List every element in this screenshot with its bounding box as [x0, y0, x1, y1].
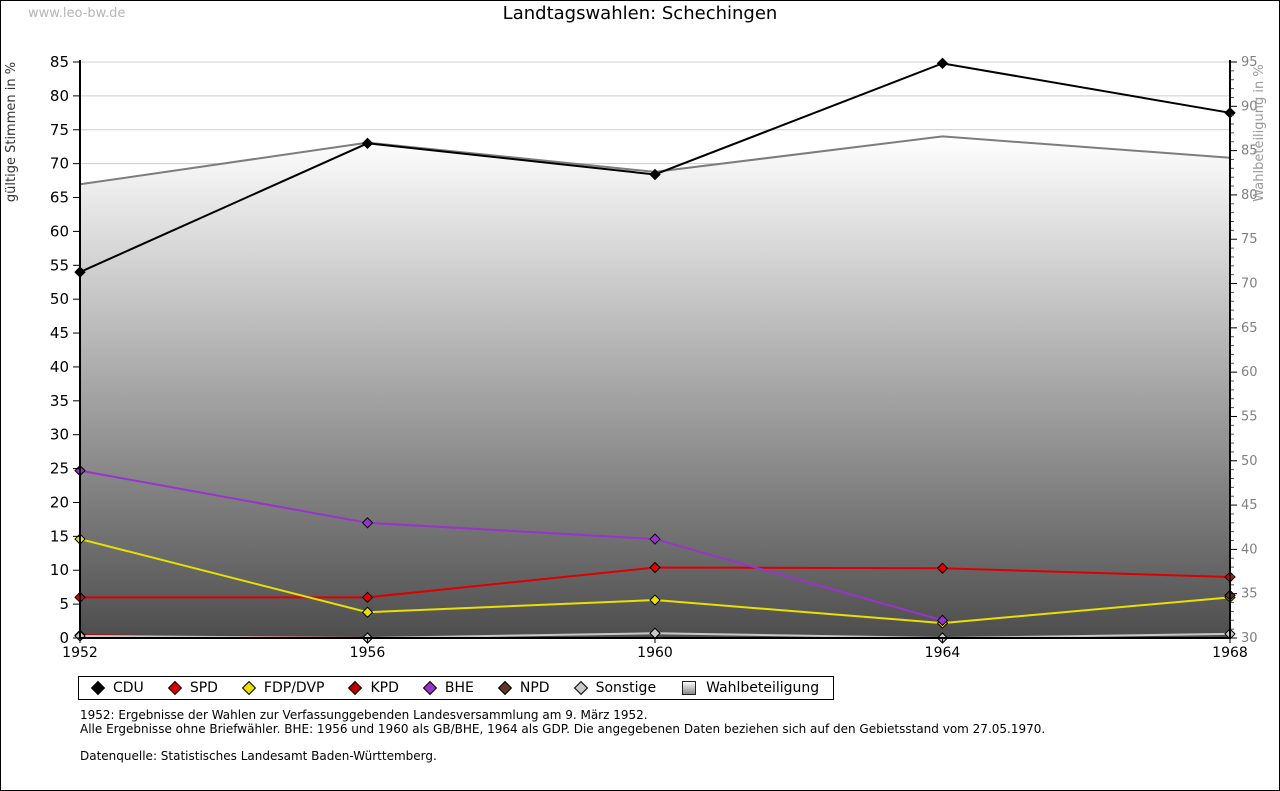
bhe-line — [79, 469, 943, 622]
left-tick-label: 45 — [50, 324, 69, 342]
left-tick-label: 15 — [50, 527, 69, 545]
left-tick-label: 60 — [50, 222, 69, 240]
fdp-dvp-marker-icon — [361, 606, 374, 618]
left-tick-label: 25 — [50, 460, 69, 478]
legend: CDU SPD FDP/DVP KPD BHE NPD Sonstige Wahlbeteil… — [78, 676, 835, 700]
right-tick-label: 95 — [1241, 55, 1258, 70]
left-tick-label: 10 — [50, 561, 69, 579]
x-tick-label: 1960 — [637, 645, 673, 661]
legend-item-fdp-dvp: FDP/DVP — [241, 680, 325, 696]
x-tick-label: 1968 — [1212, 645, 1248, 661]
left-tick-label: 40 — [50, 358, 69, 376]
left-tick-label: 80 — [50, 87, 69, 105]
left-tick-label: 30 — [50, 426, 69, 444]
legend-label-cdu: CDU — [113, 680, 144, 696]
bhe-marker-icon — [936, 614, 949, 627]
footnote-line-2: Alle Ergebnisse ohne Briefwähler. BHE: 1… — [80, 722, 1046, 736]
left-axis-title: gültige Stimmen in % — [4, 62, 19, 202]
axes: 0 5 10 15 20 25 30 35 40 45 50 55 60 65 70 75 80 85 30 35 40… — [50, 53, 1258, 661]
right-tick-label: 40 — [1241, 542, 1258, 557]
right-tick-label: 75 — [1241, 232, 1258, 247]
spd-marker-icon — [361, 591, 374, 604]
right-tick-label: 35 — [1241, 587, 1258, 602]
spd-marker-icon — [167, 680, 182, 696]
left-tick-label: 85 — [50, 53, 69, 71]
right-tick-label: 55 — [1241, 409, 1258, 424]
legend-item-wahlbeteiligung: Wahlbeteiligung — [682, 680, 819, 696]
chart-title: Landtagswahlen: Schechingen — [502, 3, 778, 24]
spd-marker-icon — [649, 561, 661, 574]
left-tick-label: 75 — [50, 121, 69, 139]
cdu-marker-icon — [90, 680, 106, 696]
x-tick-label: 1956 — [350, 645, 386, 661]
footnote-line-1: 1952: Ergebnisse der Wahlen zur Verfassu… — [80, 708, 648, 722]
election-line-chart: 0 5 10 15 20 25 30 35 40 45 50 55 60 65 70 75 80 85 30 35 40… — [4, 53, 1267, 661]
right-tick-label: 70 — [1241, 277, 1258, 292]
right-tick-label: 85 — [1241, 144, 1258, 159]
legend-item-bhe: BHE — [422, 680, 474, 696]
x-tick-label: 1964 — [925, 645, 961, 661]
wahlbeteiligung-area — [80, 136, 1230, 638]
legend-label-spd: SPD — [189, 680, 218, 696]
cdu-marker-icon — [361, 137, 374, 150]
cdu-marker-icon — [936, 57, 949, 70]
bhe-marker-icon — [361, 517, 374, 529]
bhe-marker-icon — [422, 680, 437, 696]
right-tick-label: 30 — [1241, 631, 1258, 646]
footnotes: 1952: Ergebnisse der Wahlen zur Verfassu… — [80, 708, 1045, 763]
x-tick-label: 1952 — [62, 645, 98, 661]
series-cdu — [74, 57, 1236, 278]
left-tick-label: 55 — [50, 256, 69, 274]
npd-marker-icon — [497, 680, 512, 696]
left-tick-label: 65 — [50, 189, 69, 207]
legend-label-wahlbeteiligung: Wahlbeteiligung — [706, 680, 820, 696]
legend-item-npd: NPD — [497, 680, 550, 696]
cdu-marker-icon — [649, 168, 661, 181]
legend-label-npd: NPD — [519, 680, 550, 696]
legend-label-fdp-dvp: FDP/DVP — [263, 680, 325, 696]
watermark: www.leo-bw.de — [28, 6, 126, 21]
wahlbeteiligung-marker-icon — [682, 681, 697, 695]
left-tick-label: 70 — [50, 155, 69, 173]
legend-item-kpd: KPD — [348, 680, 399, 696]
right-tick-label: 80 — [1241, 188, 1258, 203]
bhe-marker-icon — [649, 533, 661, 545]
kpd-marker-icon — [348, 680, 363, 696]
legend-label-sonstige: Sonstige — [595, 680, 657, 696]
right-tick-label: 50 — [1241, 454, 1258, 469]
left-tick-label: 5 — [59, 595, 69, 613]
legend-item-sonstige: Sonstige — [573, 680, 657, 696]
legend-item-spd: SPD — [167, 680, 218, 696]
right-tick-label: 60 — [1241, 365, 1258, 380]
left-tick-label: 50 — [50, 290, 69, 308]
left-tick-label: 20 — [50, 493, 69, 511]
legend-item-cdu: CDU — [90, 680, 144, 696]
legend-label-kpd: KPD — [370, 680, 399, 696]
legend-label-bhe: BHE — [444, 680, 474, 696]
left-tick-label: 35 — [50, 392, 69, 410]
right-tick-label: 65 — [1241, 321, 1258, 336]
right-tick-label: 90 — [1241, 99, 1258, 114]
right-axis-title: Wahlbeteiligung in % — [1252, 64, 1267, 201]
spd-marker-icon — [936, 562, 949, 574]
fdp-dvp-marker-icon — [649, 594, 661, 606]
right-tick-label: 45 — [1241, 498, 1258, 513]
footnote-source: Datenquelle: Statistisches Landesamt Bad… — [80, 749, 437, 763]
sonstige-marker-icon — [573, 680, 588, 696]
fdp-dvp-marker-icon — [241, 680, 256, 696]
left-tick-label: 0 — [59, 629, 69, 647]
